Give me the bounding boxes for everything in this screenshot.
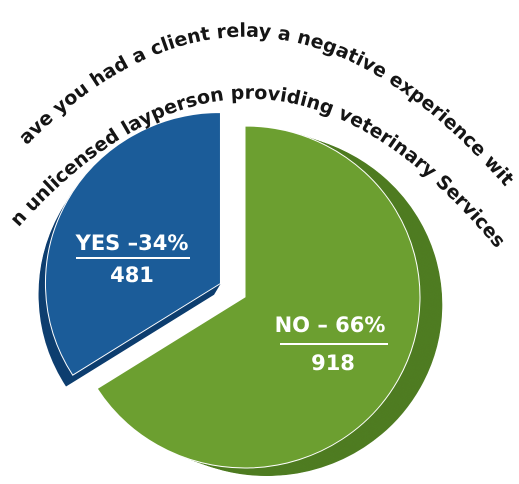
slice bbox=[44, 112, 221, 376]
slice-count: 918 bbox=[311, 351, 355, 375]
pie: YES –34% 481 NO – 66% 918 bbox=[38, 112, 443, 476]
slice bbox=[96, 125, 421, 469]
slice-label: YES –34% bbox=[75, 231, 189, 255]
slice-label: NO – 66% bbox=[275, 313, 386, 337]
slice-count: 481 bbox=[110, 263, 154, 287]
